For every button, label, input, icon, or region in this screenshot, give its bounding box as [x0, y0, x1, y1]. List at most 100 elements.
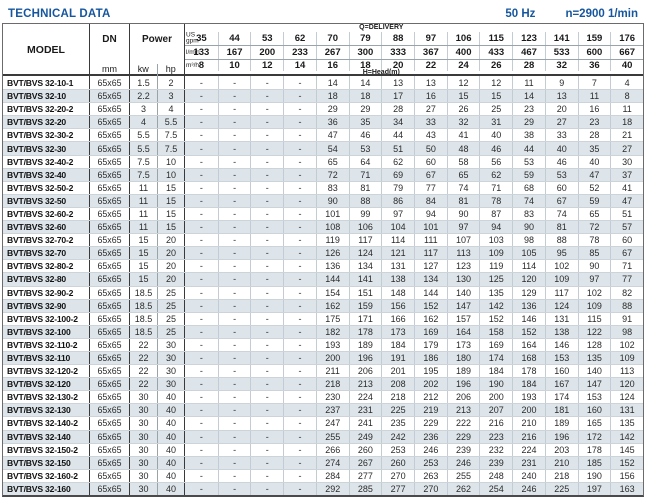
head-cell: 109 [610, 351, 643, 365]
head-cell: 189 [446, 365, 480, 378]
head-cell: 224 [348, 391, 382, 404]
head-cell: - [217, 312, 251, 325]
head-cell: 181 [544, 404, 578, 417]
head-cell: 175 [315, 312, 349, 325]
hp-cell: 10 [158, 168, 185, 181]
head-cell: - [283, 417, 316, 430]
head-cell: 57 [610, 221, 643, 234]
head-cell: - [250, 456, 283, 469]
head-cell: - [217, 443, 251, 456]
head-cell: 48 [446, 142, 480, 155]
flow-value-cell: 106 [446, 32, 480, 45]
head-cell: 127 [414, 260, 447, 273]
head-cell: - [217, 417, 251, 430]
head-cell: 46 [479, 142, 512, 155]
head-cell: 277 [348, 469, 382, 482]
head-cell: 72 [577, 221, 611, 234]
head-cell: - [199, 274, 203, 285]
head-cell: 13 [544, 90, 578, 103]
head-cell: 129 [512, 286, 545, 299]
hp-cell: 15 [158, 194, 185, 207]
head-cell: - [250, 351, 283, 365]
head-cell: - [283, 103, 316, 116]
head-cell: - [217, 194, 251, 207]
kw-cell: 15 [130, 260, 158, 273]
flow-unit-label: m³/h [186, 61, 199, 69]
flow-header-row: m³/h 8 10 12 14 16 18 20 22 24 26 28 32 36 40 [185, 60, 643, 71]
head-cell: 67 [610, 247, 643, 260]
head-cell: 249 [348, 430, 382, 443]
head-cell: 237 [315, 404, 349, 417]
model-cell: BVT/BVS 32-20-2 [3, 103, 90, 116]
head-cell: 270 [381, 469, 414, 482]
head-cell: 171 [348, 312, 382, 325]
dn-cell: 65x65 [90, 129, 130, 142]
head-cell: 213 [446, 404, 480, 417]
head-cell: 135 [577, 351, 611, 365]
hp-cell: 5.5 [158, 116, 185, 129]
head-cell: 152 [610, 456, 643, 469]
flow-value-cell: 14 [283, 60, 316, 71]
head-cell: 145 [610, 443, 643, 456]
head-cell: - [217, 286, 251, 299]
head-cell: 193 [315, 338, 349, 351]
hp-cell: 40 [158, 391, 185, 404]
head-cell: - [250, 404, 283, 417]
head-cell: 90 [446, 207, 480, 221]
head-cell: 78 [577, 234, 611, 247]
head-cell: 196 [348, 351, 382, 365]
flow-value-cell: 18 [348, 60, 382, 71]
head-cell: - [283, 116, 316, 129]
head-cell: - [283, 430, 316, 443]
head-cell: 169 [414, 325, 447, 338]
head-cell: 44 [381, 129, 414, 142]
head-cell: 179 [414, 338, 447, 351]
model-cell: BVT/BVS 32-150-2 [3, 443, 90, 456]
head-cell: 88 [544, 234, 578, 247]
head-cell: - [283, 273, 316, 286]
head-cell: 87 [479, 207, 512, 221]
flow-value-cell: 159 [577, 32, 611, 45]
head-cell: 53 [348, 142, 382, 155]
head-cell: 211 [315, 365, 349, 378]
head-cell: 162 [414, 312, 447, 325]
head-cell: 128 [577, 338, 611, 351]
head-cell: 225 [381, 404, 414, 417]
head-cell: 15 [479, 90, 512, 103]
dn-cell: 65x65 [90, 90, 130, 103]
flow-value-cell: 16 [315, 60, 349, 71]
flow-value-cell: 53 [250, 32, 283, 45]
head-cell: 142 [479, 299, 512, 312]
technical-data-table: MODEL DN mm Power kw hp Q=DELIVERY US gpm… [2, 23, 644, 497]
dn-cell: 65x65 [90, 286, 130, 299]
dn-cell: 65x65 [90, 404, 130, 417]
hp-cell: 3 [158, 90, 185, 103]
kw-cell: 18.5 [130, 299, 158, 312]
head-cell: 27 [414, 103, 447, 116]
model-cell: BVT/BVS 32-30-2 [3, 129, 90, 142]
head-cell: 106 [348, 221, 382, 234]
head-cell: 122 [577, 325, 611, 338]
kw-cell: 11 [130, 207, 158, 221]
flow-value-cell: 79 [348, 32, 382, 45]
head-cell: - [217, 207, 251, 221]
head-cell: 246 [446, 456, 480, 469]
head-cell: 71 [610, 260, 643, 273]
head-cell: 131 [610, 404, 643, 417]
head-cell: 59 [512, 168, 545, 181]
hp-cell: 15 [158, 207, 185, 221]
head-cell: 37 [610, 168, 643, 181]
dn-cell: 65x65 [90, 260, 130, 273]
head-cell: - [250, 273, 283, 286]
head-cell: 26 [446, 103, 480, 116]
dn-cell: 65x65 [90, 443, 130, 456]
head-cell: 255 [315, 430, 349, 443]
table-row: BVT/BVS 32-40-2 65x65 7.5 10- - - -65 64 62 60 58 5… [3, 154, 643, 168]
head-cell: 94 [479, 221, 512, 234]
head-cell: - [283, 404, 316, 417]
head-cell: 20 [544, 103, 578, 116]
kw-cell: 5.5 [130, 142, 158, 155]
head-cell: 218 [381, 391, 414, 404]
flow-value-cell: 267 [315, 46, 349, 59]
head-cell: 124 [610, 391, 643, 404]
